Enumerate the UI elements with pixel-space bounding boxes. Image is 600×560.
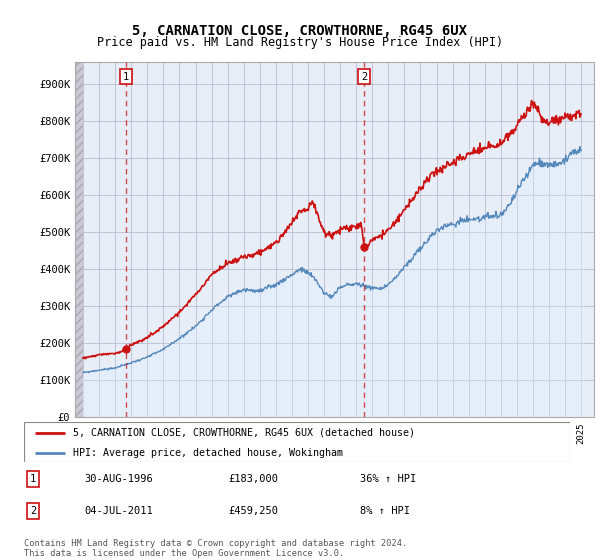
Text: 2: 2 bbox=[361, 72, 367, 82]
Text: £459,250: £459,250 bbox=[228, 506, 278, 516]
Text: 5, CARNATION CLOSE, CROWTHORNE, RG45 6UX: 5, CARNATION CLOSE, CROWTHORNE, RG45 6UX bbox=[133, 24, 467, 38]
Text: Price paid vs. HM Land Registry's House Price Index (HPI): Price paid vs. HM Land Registry's House … bbox=[97, 36, 503, 49]
Text: 1: 1 bbox=[123, 72, 129, 82]
Text: Contains HM Land Registry data © Crown copyright and database right 2024.
This d: Contains HM Land Registry data © Crown c… bbox=[24, 539, 407, 558]
Text: 8% ↑ HPI: 8% ↑ HPI bbox=[360, 506, 410, 516]
FancyBboxPatch shape bbox=[24, 422, 570, 462]
Bar bbox=[75, 62, 83, 417]
Text: 2: 2 bbox=[30, 506, 36, 516]
Text: HPI: Average price, detached house, Wokingham: HPI: Average price, detached house, Woki… bbox=[73, 448, 343, 458]
Text: £183,000: £183,000 bbox=[228, 474, 278, 484]
Text: 30-AUG-1996: 30-AUG-1996 bbox=[84, 474, 153, 484]
Text: 5, CARNATION CLOSE, CROWTHORNE, RG45 6UX (detached house): 5, CARNATION CLOSE, CROWTHORNE, RG45 6UX… bbox=[73, 428, 415, 438]
Text: 04-JUL-2011: 04-JUL-2011 bbox=[84, 506, 153, 516]
Text: 36% ↑ HPI: 36% ↑ HPI bbox=[360, 474, 416, 484]
Text: 1: 1 bbox=[30, 474, 36, 484]
